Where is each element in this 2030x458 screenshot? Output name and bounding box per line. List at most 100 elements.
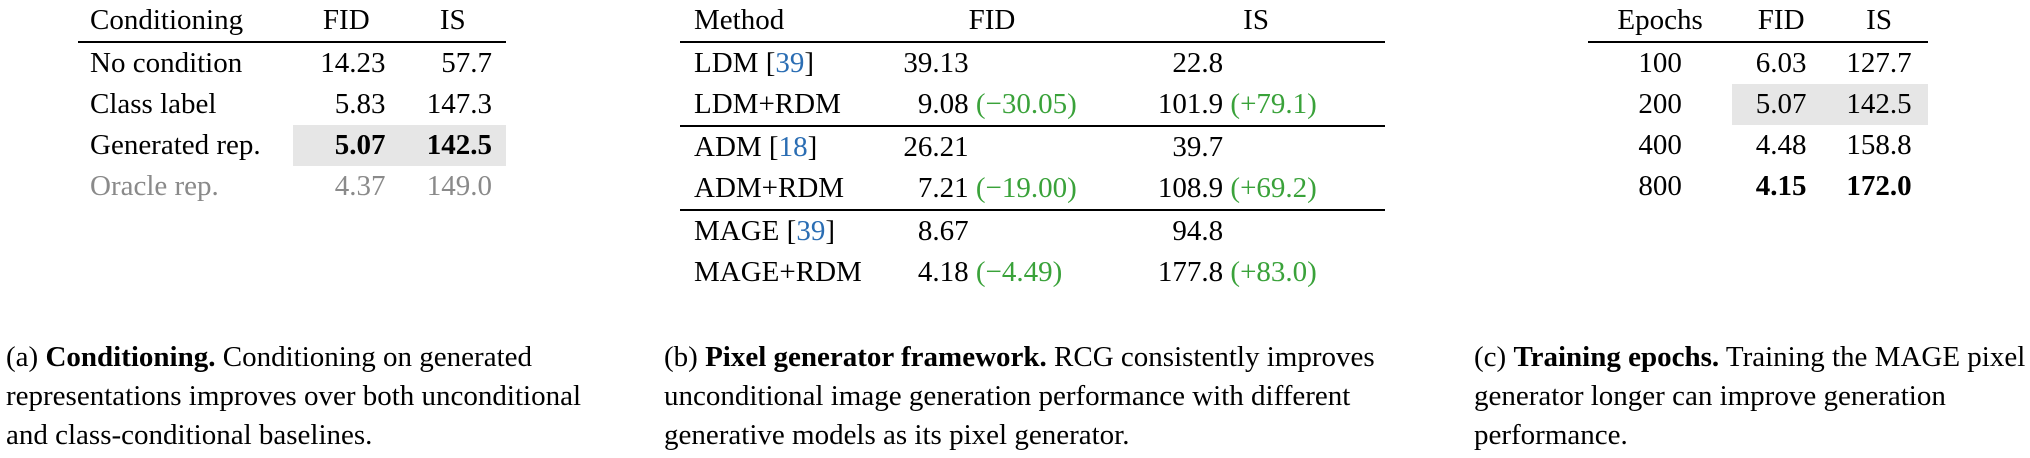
table-row: 400 4.48 158.8: [1588, 125, 1928, 166]
row-label: No condition: [90, 47, 243, 79]
fid-delta: (−4.49): [975, 256, 1063, 288]
fid-value: 5.83: [334, 88, 386, 120]
method-name: LDM+RDM: [680, 84, 879, 127]
is-value: 108.9: [1157, 172, 1224, 204]
fid-value: 9.08: [917, 88, 969, 120]
caption-pixel-generator: (b) Pixel generator framework. RCG consi…: [664, 338, 1384, 455]
header-fid: FID: [293, 0, 400, 43]
is-cell: 177.8 (+83.0): [1133, 252, 1385, 293]
row-label: Oracle rep.: [90, 170, 219, 202]
method-name: LDM [39]: [694, 47, 815, 79]
table-row-highlighted: Generated rep. 5.07 142.5: [78, 125, 506, 166]
row-label: Generated rep.: [90, 129, 261, 161]
table-row: 100 6.03 127.7: [1588, 42, 1928, 84]
fid-value: 4.48: [1755, 129, 1807, 161]
caption-training-epochs: (c) Training epochs. Training the MAGE p…: [1474, 338, 2030, 455]
table-header-row: Epochs FID IS: [1588, 0, 1928, 43]
fid-cell: 9.08 (−30.05): [878, 84, 1134, 127]
caption-body: Conditioning on generated representation…: [6, 341, 582, 451]
caption-tag: (c): [1474, 341, 1507, 373]
caption-body: RCG consistently improves unconditional …: [664, 341, 1375, 451]
epochs-value: 200: [1638, 88, 1682, 120]
header-epochs: Epochs: [1588, 0, 1733, 43]
is-delta: (+83.0): [1230, 256, 1317, 288]
fid-value: 14.23: [320, 47, 386, 79]
citation-link[interactable]: 18: [778, 131, 808, 163]
header-conditioning: Conditioning: [78, 0, 294, 43]
table-row: ADM [18] 26.21 39.7: [680, 126, 1385, 168]
header-is: IS: [1133, 0, 1385, 43]
method-name: MAGE+RDM: [694, 256, 862, 288]
is-cell: 101.9 (+79.1): [1133, 84, 1385, 127]
is-value: 158.8: [1846, 129, 1912, 161]
is-cell: 39.7: [1133, 126, 1385, 168]
citation-link[interactable]: 39: [775, 47, 805, 79]
table-row-highlighted: 200 5.07 142.5: [1588, 84, 1928, 125]
table-row: LDM+RDM 9.08 (−30.05) 101.9 (+79.1): [680, 84, 1385, 127]
is-value: 177.8: [1157, 256, 1224, 288]
fid-value: 7.21: [917, 172, 969, 204]
fid-value: 8.67: [917, 215, 969, 247]
is-value: 57.7: [441, 47, 492, 79]
pixel-generator-table: Method FID IS LDM [39] 39.13 22.8 LDM+RD…: [680, 0, 1385, 293]
table-panel-pixel-generator: Method FID IS LDM [39] 39.13 22.8 LDM+RD…: [680, 0, 1400, 293]
citation-link[interactable]: 39: [796, 215, 826, 247]
caption-conditioning: (a) Conditioning. Conditioning on genera…: [6, 338, 586, 455]
is-value: 94.8: [1172, 215, 1224, 247]
epochs-value: 800: [1638, 170, 1682, 202]
fid-cell: 26.21: [879, 126, 1134, 168]
fid-value: 26.21: [903, 131, 969, 163]
epochs-value: 100: [1638, 47, 1682, 79]
fid-cell: 4.18 (−4.49): [879, 252, 1134, 293]
row-label: Class label: [90, 88, 217, 120]
fid-value: 39.13: [903, 47, 969, 79]
caption-body: Training the MAGE pixel generator longer…: [1474, 341, 2026, 451]
table-header-row: Method FID IS: [680, 0, 1385, 43]
table-row-oracle: Oracle rep. 4.37 149.0: [78, 166, 506, 207]
is-cell: 22.8: [1133, 42, 1385, 84]
fid-value: 6.03: [1755, 47, 1807, 79]
caption-title: Pixel generator framework.: [705, 341, 1047, 373]
method-label: ADM: [694, 131, 762, 163]
fid-cell: 7.21 (−19.00): [878, 168, 1134, 211]
fid-value: 5.07: [1732, 84, 1831, 125]
method-label: MAGE: [694, 215, 780, 247]
header-is: IS: [399, 0, 506, 43]
is-value: 147.3: [426, 88, 492, 120]
fid-value: 4.18: [917, 256, 969, 288]
is-value: 39.7: [1172, 131, 1224, 163]
fid-cell: 39.13: [879, 42, 1134, 84]
is-value: 22.8: [1172, 47, 1224, 79]
table-header-row: Conditioning FID IS: [78, 0, 506, 43]
table-row: ADM+RDM 7.21 (−19.00) 108.9 (+69.2): [680, 168, 1385, 211]
method-label: LDM: [694, 47, 759, 79]
is-delta: (+79.1): [1230, 88, 1317, 120]
fid-value: 4.37: [334, 170, 386, 202]
fid-delta: (−30.05): [975, 88, 1077, 120]
caption-tag: (b): [664, 341, 698, 373]
epochs-value: 400: [1638, 129, 1682, 161]
table-row: Class label 5.83 147.3: [78, 84, 506, 125]
is-value: 149.0: [426, 170, 492, 202]
is-value-best: 172.0: [1846, 170, 1912, 202]
header-fid: FID: [1732, 0, 1831, 43]
is-cell: 108.9 (+69.2): [1133, 168, 1385, 211]
method-name: MAGE [39]: [694, 215, 835, 247]
fid-value-best: 5.07: [293, 125, 400, 166]
header-is: IS: [1830, 0, 1928, 43]
conditioning-table: Conditioning FID IS No condition 14.23 5…: [78, 0, 506, 207]
is-value: 142.5: [1830, 84, 1928, 125]
fid-delta: (−19.00): [975, 172, 1077, 204]
table-row: No condition 14.23 57.7: [78, 42, 506, 84]
is-value-best: 142.5: [399, 125, 506, 166]
table-row: MAGE+RDM 4.18 (−4.49) 177.8 (+83.0): [680, 252, 1385, 293]
table-panel-conditioning: Conditioning FID IS No condition 14.23 5…: [78, 0, 558, 207]
fid-cell: 8.67: [879, 210, 1134, 252]
header-method: Method: [680, 0, 879, 43]
table-row: MAGE [39] 8.67 94.8: [680, 210, 1385, 252]
training-epochs-table: Epochs FID IS 100 6.03 127.7 200 5.07 14…: [1588, 0, 1928, 207]
is-cell: 94.8: [1133, 210, 1385, 252]
is-delta: (+69.2): [1230, 172, 1317, 204]
method-name: ADM+RDM: [680, 168, 879, 211]
table-row: 800 4.15 172.0: [1588, 166, 1928, 207]
